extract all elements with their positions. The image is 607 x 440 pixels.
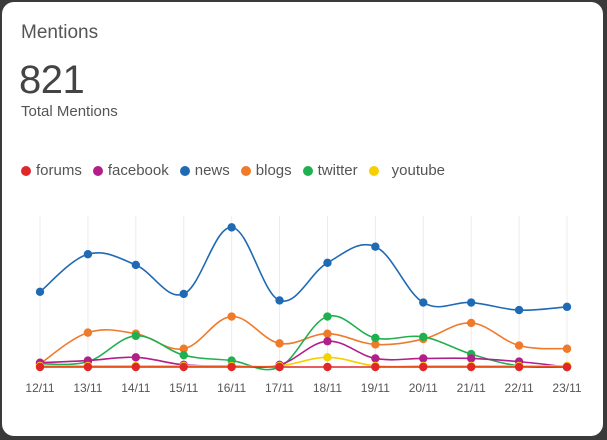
data-point-news-15/11 <box>179 289 188 299</box>
legend-label-twitter: twitter <box>317 162 358 179</box>
data-point-youtube-18/11 <box>323 353 332 362</box>
data-point-news-18/11 <box>323 258 332 268</box>
legend-item-facebook[interactable]: facebook <box>92 162 169 179</box>
data-point-blogs-15/11 <box>179 344 188 353</box>
data-point-news-22/11 <box>514 305 524 315</box>
mentions-card: Mentions 821 Total Mentions forums faceb… <box>2 2 603 436</box>
total-mentions-value: 821 <box>19 58 85 102</box>
legend-label-forums: forums <box>36 162 82 179</box>
legend-dot-forums <box>21 165 31 176</box>
x-tick-label: 20/11 <box>409 381 438 395</box>
legend-item-forums[interactable]: forums <box>21 162 82 179</box>
series-line-youtube <box>39 356 567 368</box>
legend-label-news: news <box>194 162 230 179</box>
data-point-facebook-19/11 <box>371 354 380 363</box>
legend-label-youtube: youtube <box>391 162 446 179</box>
x-tick-label: 18/11 <box>313 381 342 395</box>
data-point-news-14/11 <box>131 260 141 270</box>
data-point-news-16/11 <box>227 223 236 232</box>
legend-label-facebook: facebook <box>107 162 169 179</box>
data-point-twitter-15/11 <box>179 350 188 360</box>
data-point-twitter-19/11 <box>371 333 380 343</box>
legend-item-news[interactable]: news <box>179 162 230 179</box>
x-tick-label: 14/11 <box>121 381 150 395</box>
data-point-forums-18/11 <box>323 362 332 372</box>
data-point-blogs-18/11 <box>323 329 332 338</box>
data-point-blogs-22/11 <box>514 341 524 350</box>
legend-dot-youtube <box>368 165 379 176</box>
data-point-forums-19/11 <box>371 362 380 372</box>
data-point-facebook-20/11 <box>419 354 428 363</box>
data-point-facebook-21/11 <box>466 354 476 363</box>
data-point-forums-21/11 <box>466 362 476 372</box>
data-point-news-17/11 <box>275 296 284 305</box>
x-tick-label: 13/11 <box>73 381 102 395</box>
data-point-blogs-13/11 <box>83 328 93 337</box>
data-point-news-13/11 <box>83 250 93 259</box>
data-point-forums-14/11 <box>131 362 141 372</box>
data-point-forums-23/11 <box>562 362 572 372</box>
data-point-twitter-18/11 <box>323 312 332 321</box>
card-title: Mentions <box>21 22 99 43</box>
legend-dot-news <box>179 165 190 176</box>
data-point-forums-16/11 <box>227 362 236 372</box>
data-point-news-12/11 <box>35 287 45 297</box>
data-point-blogs-16/11 <box>227 312 236 321</box>
data-point-blogs-17/11 <box>275 339 284 348</box>
data-point-forums-20/11 <box>419 362 428 372</box>
data-point-news-19/11 <box>371 242 380 251</box>
legend-dot-blogs <box>240 165 251 176</box>
x-tick-label: 12/11 <box>25 381 54 395</box>
legend-dot-facebook <box>92 165 103 176</box>
data-point-forums-15/11 <box>179 362 188 372</box>
legend-item-blogs[interactable]: blogs <box>240 162 292 179</box>
data-point-news-23/11 <box>562 302 572 312</box>
total-mentions-label: Total Mentions <box>21 103 118 120</box>
x-tick-label: 16/11 <box>217 381 246 395</box>
data-point-forums-12/11 <box>35 362 45 372</box>
data-point-forums-22/11 <box>514 362 524 372</box>
data-point-forums-13/11 <box>83 362 93 372</box>
legend-label-blogs: blogs <box>255 162 292 179</box>
data-point-blogs-23/11 <box>562 344 572 353</box>
data-point-blogs-19/11 <box>371 340 380 349</box>
chart-legend: forums facebook news blogs twitter youtu… <box>21 162 456 179</box>
data-point-news-20/11 <box>419 298 428 307</box>
legend-item-twitter[interactable]: twitter <box>302 162 358 179</box>
data-point-news-21/11 <box>466 298 476 307</box>
x-tick-label: 23/11 <box>552 381 581 395</box>
data-point-twitter-20/11 <box>419 332 428 342</box>
series-line-news <box>39 226 568 311</box>
legend-dot-twitter <box>302 165 313 176</box>
x-tick-label: 19/11 <box>361 381 390 395</box>
data-point-twitter-14/11 <box>131 331 141 341</box>
mentions-line-chart: 12/11 13/11 14/11 15/11 16/11 17/11 18/11 19/11… <box>25 216 582 395</box>
data-point-forums-17/11 <box>275 362 284 372</box>
data-point-blogs-21/11 <box>466 318 476 328</box>
x-tick-label: 17/11 <box>265 381 294 395</box>
data-point-facebook-18/11 <box>323 337 332 346</box>
x-tick-label: 21/11 <box>457 381 486 395</box>
data-point-facebook-14/11 <box>131 353 141 362</box>
x-tick-label: 15/11 <box>169 381 198 395</box>
series-line-facebook <box>39 340 568 368</box>
legend-item-youtube[interactable]: youtube <box>368 162 446 179</box>
x-tick-label: 22/11 <box>505 381 534 395</box>
